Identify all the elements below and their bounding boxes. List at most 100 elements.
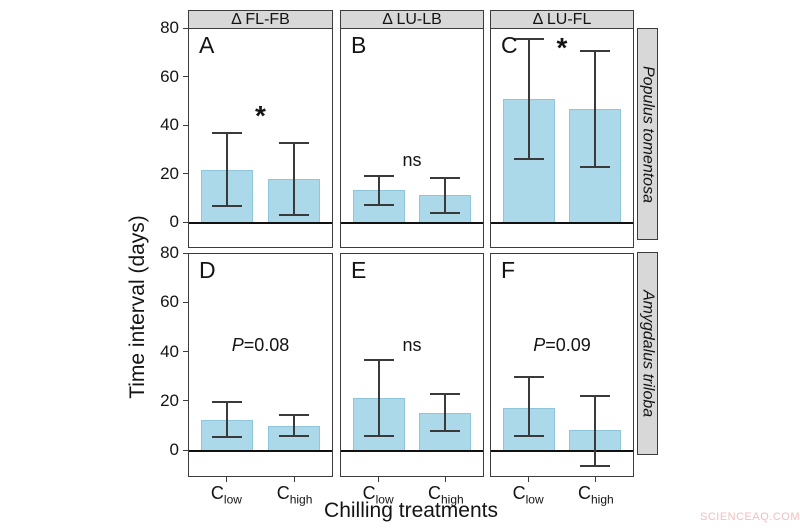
y-axis-tick — [183, 173, 188, 174]
x-axis-tick-label-low: Clow — [210, 483, 242, 507]
annotation-star: * — [556, 32, 568, 64]
y-axis-tick — [183, 252, 188, 254]
y-axis-tick-label: 60 — [160, 292, 179, 312]
annotation-pvalue: P=0.08 — [231, 335, 290, 356]
zero-line — [189, 222, 332, 224]
error-bar-line — [293, 415, 296, 437]
x-axis-tick — [225, 477, 227, 482]
zero-line — [341, 222, 483, 224]
y-axis-tick — [183, 124, 188, 126]
panel-letter-D: D — [199, 257, 216, 283]
panel-D: D P=0.08 — [188, 253, 333, 477]
y-axis-tick-label: 80 — [160, 18, 179, 37]
error-bar-line — [444, 178, 447, 214]
x-axis-tick-label-high: Chigh — [427, 483, 464, 507]
panel-letter-F: F — [501, 257, 516, 283]
y-axis-tick-label: 0 — [169, 440, 179, 459]
error-bar-line — [293, 142, 296, 215]
panel-C: C * — [490, 28, 634, 248]
y-axis-tick-label: 0 — [169, 212, 179, 231]
y-axis-tick-label: 20 — [160, 390, 179, 410]
error-bar-line — [594, 395, 597, 466]
error-bar-cap-bottom — [430, 212, 461, 215]
zero-line — [491, 450, 633, 452]
y-axis-tick — [183, 221, 188, 223]
x-axis-tick-label-high: Chigh — [276, 483, 313, 507]
error-bar-line — [594, 50, 597, 168]
zero-line — [491, 222, 633, 224]
y-axis-tick-label: 40 — [160, 341, 179, 361]
y-axis-tick — [183, 27, 188, 29]
zero-line — [341, 450, 483, 452]
x-axis-tick-label-high: Chigh — [577, 483, 614, 507]
y-axis-tick — [183, 351, 188, 352]
y-axis-tick — [183, 449, 188, 451]
error-bar-cap-top — [580, 49, 611, 52]
x-axis-tick — [294, 477, 296, 482]
error-bar-cap-top — [580, 394, 611, 397]
row-facet-strip-amygdalus-triloba: Amygdalus triloba — [637, 252, 658, 455]
error-bar-cap-bottom — [279, 213, 310, 216]
bar-chigh — [268, 426, 321, 451]
annotation-star: * — [255, 100, 266, 132]
annotation-ns: ns — [402, 335, 422, 356]
y-axis-tick-label: 40 — [160, 115, 179, 134]
panel-letter-A: A — [199, 32, 215, 58]
error-bar-cap-bottom — [513, 157, 544, 160]
error-bar-cap-bottom — [363, 435, 394, 438]
error-bar-cap-top — [211, 132, 242, 135]
error-bar-line — [527, 38, 530, 159]
error-bar-cap-top — [211, 400, 242, 403]
error-bar-cap-top — [363, 358, 394, 361]
error-bar-cap-top — [430, 177, 461, 180]
error-bar-cap-bottom — [211, 205, 242, 208]
panel-letter-C: C — [501, 32, 518, 58]
x-axis-tick — [595, 477, 597, 482]
error-bar-line — [527, 377, 530, 437]
error-bar-cap-top — [363, 174, 394, 177]
error-bar-line — [377, 359, 380, 437]
y-axis-tick — [183, 76, 188, 77]
watermark: SCIENCEAQ.COM — [700, 511, 800, 523]
x-axis-tick — [377, 477, 379, 482]
y-axis-tick-label: 60 — [160, 66, 179, 86]
error-bar-cap-bottom — [363, 203, 394, 206]
x-axis-title: Chilling treatments — [324, 499, 498, 522]
column-facet-strip-lu-fl: Δ LU-FL — [490, 10, 634, 29]
column-facet-strip-fl-fb: Δ FL-FB — [188, 10, 333, 29]
error-bar-cap-top — [279, 141, 310, 144]
error-bar-line — [225, 401, 228, 438]
error-bar-cap-bottom — [580, 166, 611, 169]
panel-letter-B: B — [351, 32, 367, 58]
row-facet-strip-populus-tomentosa: Populus tomentosa — [637, 28, 658, 240]
y-axis-tick-label: 20 — [160, 163, 179, 183]
x-axis-tick — [527, 477, 529, 482]
error-bar-cap-bottom — [211, 436, 242, 439]
error-bar-cap-top — [513, 37, 544, 40]
panel-F: F P=0.09 — [490, 253, 634, 477]
zero-line — [189, 450, 332, 452]
x-axis-tick — [445, 477, 447, 482]
error-bar-cap-bottom — [580, 464, 611, 467]
error-bar-cap-bottom — [430, 430, 461, 433]
annotation-ns: ns — [402, 149, 422, 170]
y-axis-tick-label: 80 — [160, 243, 179, 262]
panel-letter-E: E — [351, 257, 367, 283]
y-axis-tick — [183, 400, 188, 402]
x-axis-tick-label-low: Clow — [362, 483, 394, 507]
error-bar-line — [444, 394, 447, 432]
annotation-pvalue: P=0.09 — [533, 335, 591, 356]
x-axis-tick-label-low: Clow — [512, 483, 544, 507]
error-bar-cap-top — [513, 376, 544, 379]
panel-A: A * — [188, 28, 333, 248]
column-facet-strip-lu-lb: Δ LU-LB — [340, 10, 484, 29]
error-bar-line — [377, 175, 380, 205]
error-bar-cap-bottom — [279, 435, 310, 438]
y-axis-tick — [183, 301, 188, 303]
error-bar-line — [225, 133, 228, 207]
error-bar-cap-top — [430, 393, 461, 396]
error-bar-cap-bottom — [513, 435, 544, 438]
